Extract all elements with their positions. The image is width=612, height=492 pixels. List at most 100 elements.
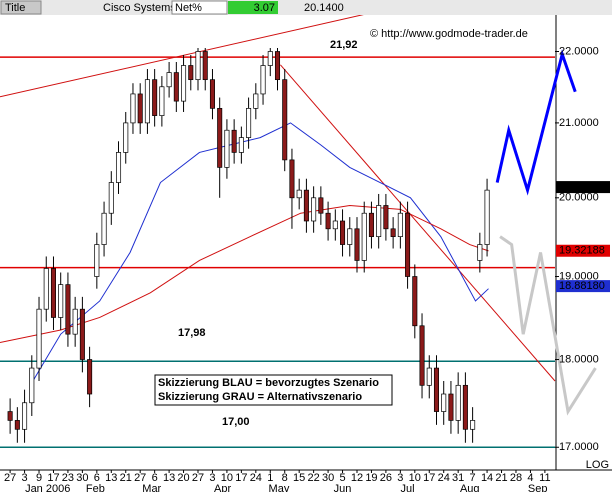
candle-body	[166, 72, 172, 88]
scenario-path	[499, 235, 597, 416]
x-tick-label: 20	[177, 472, 189, 484]
x-tick-label: 6	[152, 472, 158, 484]
x-tick-label: 6	[94, 472, 100, 484]
x-tick-label: 30	[322, 472, 334, 484]
candle-body	[426, 367, 432, 386]
header-price: 20.1400	[304, 2, 344, 14]
copyright-box	[365, 26, 545, 42]
candle-body	[347, 228, 353, 245]
month-label: Sep	[528, 483, 548, 492]
candle-body	[238, 137, 244, 153]
level-label: 21,92	[330, 39, 358, 51]
candle-body	[253, 93, 259, 109]
x-tick-label: 17	[235, 472, 247, 484]
x-tick-label: 27	[134, 472, 146, 484]
candle-body	[202, 51, 208, 81]
candle-body	[50, 268, 56, 318]
x-tick-label: 4	[527, 472, 533, 484]
candle-body	[246, 108, 252, 138]
x-tick-label: 28	[510, 472, 522, 484]
level-label: 17,00	[222, 416, 250, 428]
title-label: Title	[5, 2, 25, 14]
x-tick-label: 19	[365, 472, 377, 484]
x-tick-label: 13	[105, 472, 117, 484]
candle-body	[231, 129, 237, 153]
x-tick-label: 27	[192, 472, 204, 484]
candle-body	[224, 129, 230, 168]
candle-body	[137, 93, 143, 124]
x-tick-label: 23	[62, 472, 74, 484]
x-tick-label: 27	[4, 472, 16, 484]
x-tick-label: 26	[380, 472, 392, 484]
candle-body	[65, 284, 71, 335]
month-label: Mar	[142, 483, 161, 492]
candle-body	[123, 122, 129, 153]
net-value-box	[228, 1, 278, 14]
month-label: Feb	[86, 483, 105, 492]
y-tick-label: 20.0000	[559, 192, 599, 204]
candle-body	[419, 325, 425, 386]
plot-area: 21,92 17,98 17,00	[0, 15, 556, 449]
x-tick-label: 10	[409, 472, 421, 484]
x-tick-label: 31	[452, 472, 464, 484]
x-tick-label: 8	[282, 472, 288, 484]
candle-body	[43, 268, 49, 310]
candle-body	[376, 205, 382, 238]
candle-body	[390, 228, 396, 238]
last-value-label: 18.88180	[559, 280, 605, 292]
candle-body	[274, 51, 281, 81]
x-tick-label: 12	[351, 472, 363, 484]
x-tick-label: 3	[22, 472, 28, 484]
level-label: 17,98	[178, 327, 206, 339]
x-tick-label: 22	[308, 472, 320, 484]
last-value-box	[556, 244, 610, 257]
candle-body	[332, 220, 338, 230]
candle-body	[397, 212, 403, 238]
candle-body	[181, 65, 187, 102]
candle-body	[470, 420, 476, 430]
x-tick-label: 21	[495, 472, 507, 484]
candle-body	[282, 79, 288, 161]
candle-body	[448, 393, 454, 421]
candle-body	[195, 51, 201, 81]
month-label: Aug	[460, 483, 480, 492]
x-tick-label: 24	[438, 472, 450, 484]
month-label: Jan 2006	[25, 483, 70, 492]
x-tick-label: 9	[36, 472, 42, 484]
x-tick-label: 30	[76, 472, 88, 484]
candle-body	[159, 86, 165, 116]
candle-body	[311, 197, 317, 222]
candle-body	[368, 212, 374, 238]
candle-body	[441, 393, 447, 412]
candle-body	[354, 228, 360, 261]
month-label: Jul	[401, 483, 415, 492]
trend-line	[280, 64, 556, 382]
candle-body	[36, 308, 42, 369]
month-label: Apr	[214, 483, 231, 492]
candle-body	[101, 212, 107, 245]
x-tick-label: 15	[293, 472, 305, 484]
x-tick-label: 10	[221, 472, 233, 484]
candle-body	[14, 420, 20, 430]
x-tick-label: 24	[250, 472, 262, 484]
candle-body	[462, 384, 468, 430]
candle-body	[188, 65, 194, 81]
candle-body	[29, 367, 35, 404]
candle-body	[296, 189, 302, 199]
candle-body	[477, 244, 483, 261]
candle-body	[433, 367, 440, 412]
candle-body	[455, 384, 461, 421]
y-tick-label: 22.0000	[559, 45, 599, 57]
copyright: © http://www.godmode-trader.de	[370, 28, 528, 40]
x-tick-label: 13	[163, 472, 175, 484]
candle-body	[303, 189, 309, 222]
candle-body	[115, 152, 122, 183]
last-value-label: 20.1400	[559, 181, 599, 193]
candle-body	[58, 284, 64, 318]
last-value-label: 19.32188	[559, 245, 605, 257]
note: Skizzierung GRAU = Alternativszenario	[158, 391, 362, 403]
scenario-path	[495, 49, 577, 196]
candle-body	[267, 51, 273, 66]
